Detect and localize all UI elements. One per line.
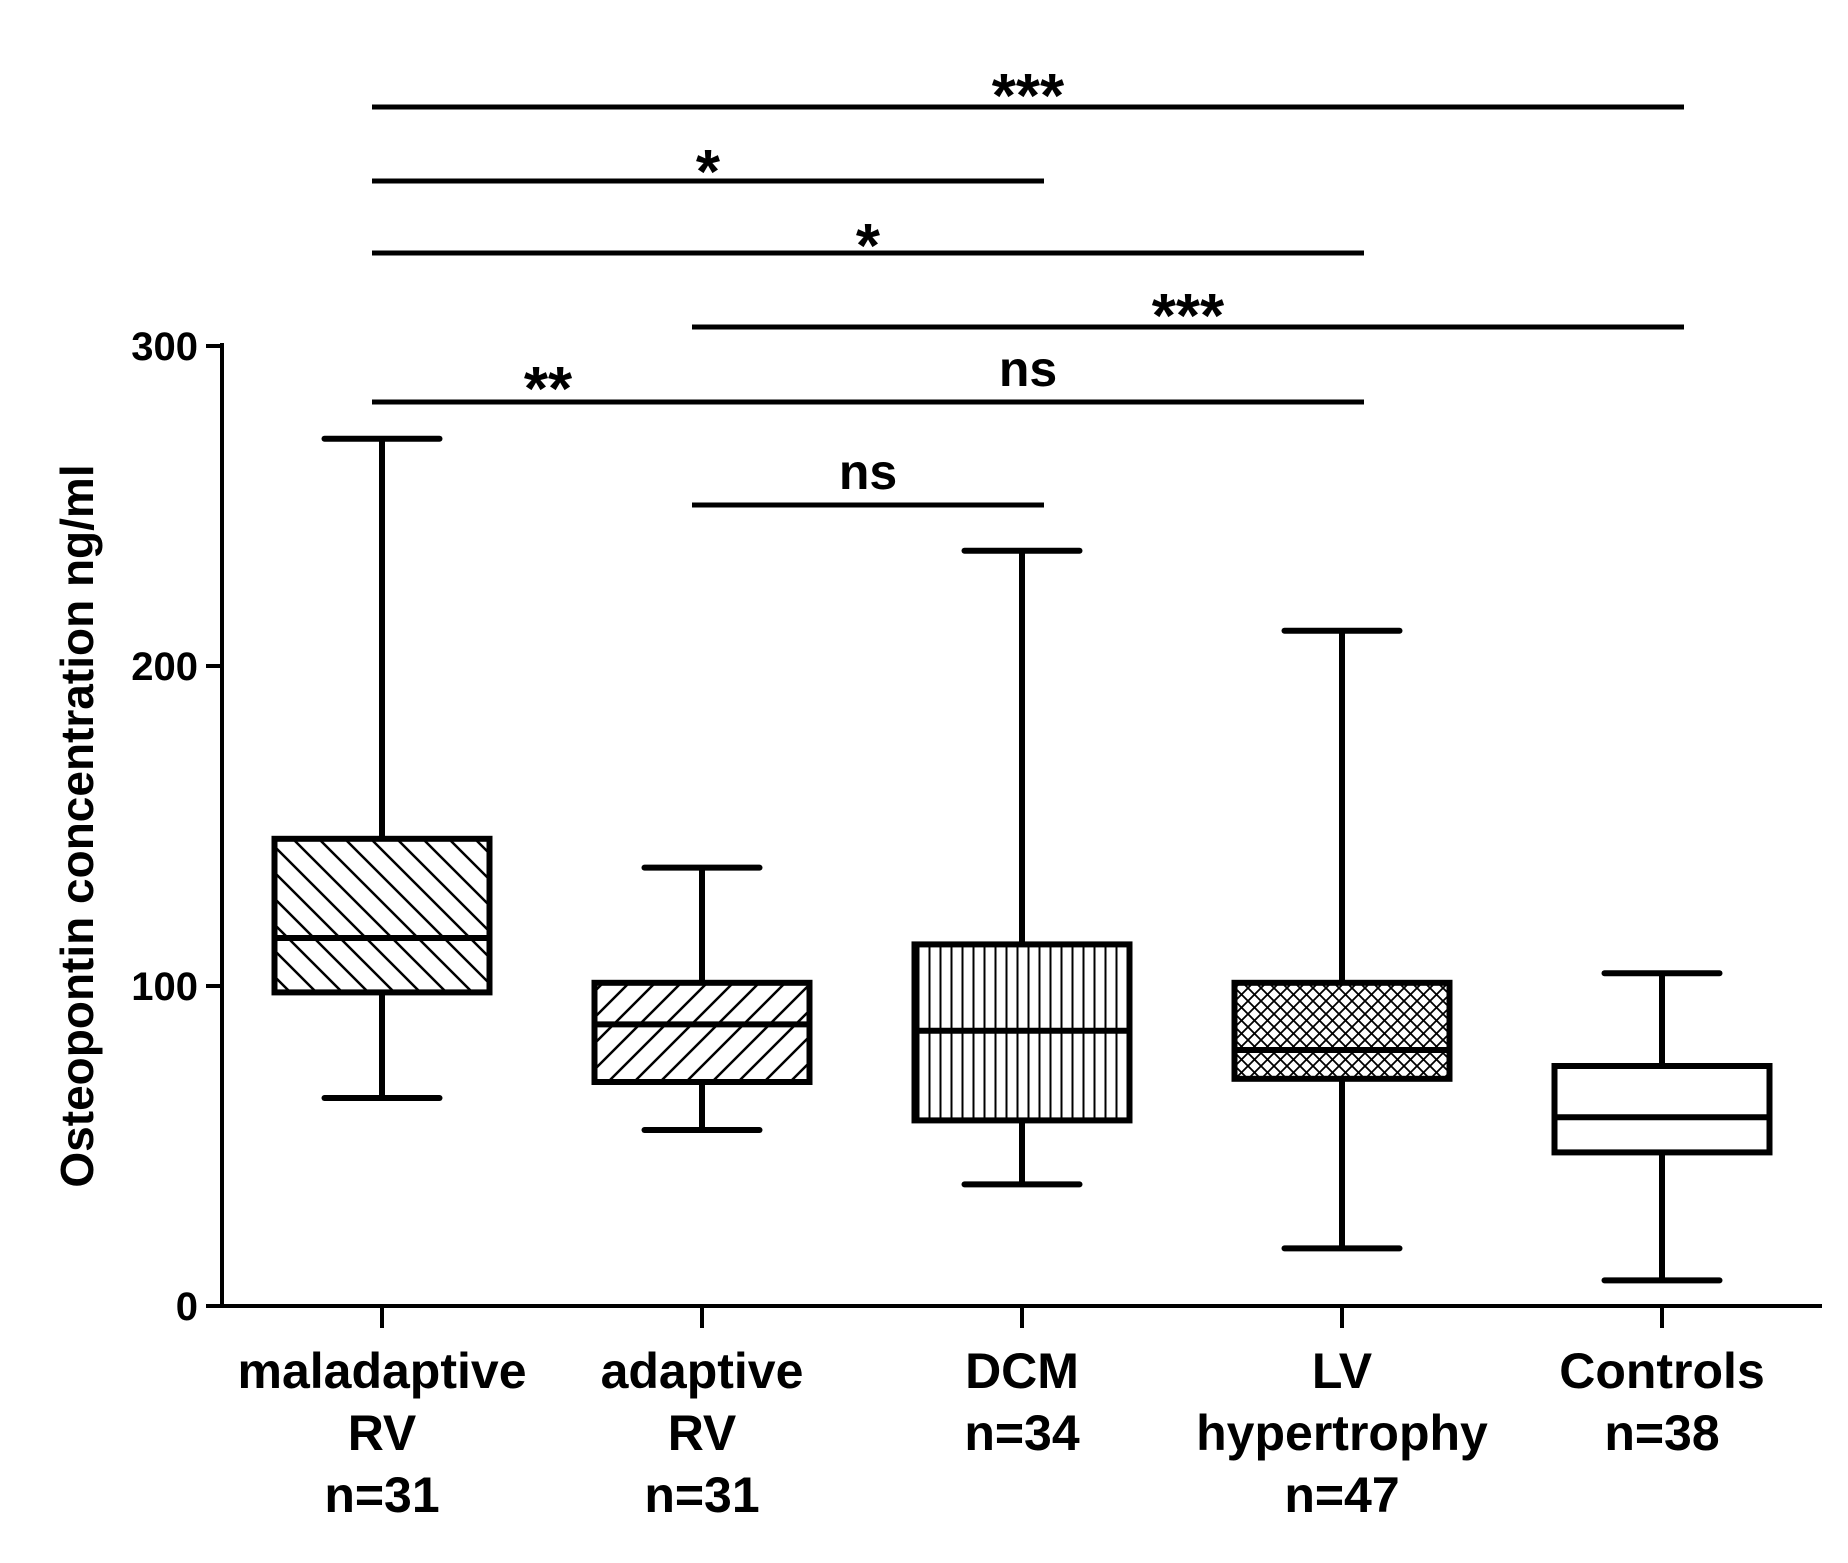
category-label-4-1: n=38 <box>1604 1405 1719 1461</box>
category-label-3-1: hypertrophy <box>1196 1405 1488 1461</box>
box-1 <box>591 979 813 1085</box>
comparison-label-2: * <box>856 212 881 281</box>
comparison-label-5: ns <box>999 341 1057 397</box>
box-4 <box>1551 1063 1773 1156</box>
category-label-4-0: Controls <box>1559 1343 1765 1399</box>
y-tick-label-0: 0 <box>176 1285 198 1329</box>
category-label-1-0: adaptive <box>601 1343 804 1399</box>
comparison-label-6: ns <box>839 444 897 500</box>
category-label-3-0: LV <box>1312 1343 1373 1399</box>
category-label-0-2: n=31 <box>324 1467 439 1523</box>
y-axis-label: Osteopontin concentration ng/ml <box>51 464 103 1187</box>
category-label-1-1: RV <box>668 1405 737 1461</box>
category-label-3-2: n=47 <box>1284 1467 1399 1523</box>
category-label-1-2: n=31 <box>644 1467 759 1523</box>
category-label-0-0: maladaptive <box>237 1343 526 1399</box>
category-label-2-1: n=34 <box>964 1405 1080 1461</box>
comparison-label-3: *** <box>1152 282 1225 351</box>
box-0 <box>271 835 493 996</box>
box-3 <box>1231 979 1453 1082</box>
comparison-label-0: *** <box>992 62 1065 131</box>
category-label-2-0: DCM <box>965 1343 1079 1399</box>
category-label-0-1: RV <box>348 1405 417 1461</box>
comparison-label-1: * <box>696 138 721 207</box>
y-tick-label-2: 200 <box>131 645 198 689</box>
comparison-label-4: ** <box>524 355 573 424</box>
y-tick-label-1: 100 <box>131 965 198 1009</box>
y-tick-label-3: 300 <box>131 325 198 369</box>
